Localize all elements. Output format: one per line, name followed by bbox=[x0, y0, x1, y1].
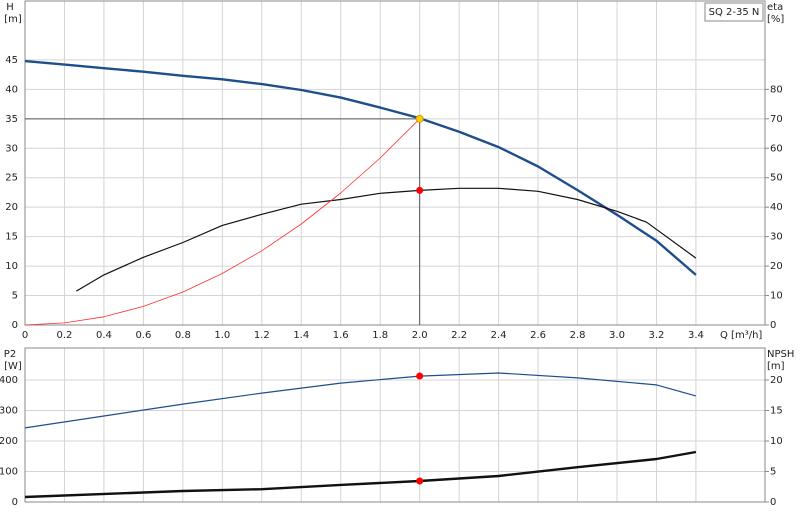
y2-axis-label: NPSH bbox=[767, 349, 794, 360]
x-tick-label: 0.4 bbox=[96, 330, 112, 341]
x-tick-label: 2.4 bbox=[491, 330, 507, 341]
title-box bbox=[704, 2, 764, 22]
x-tick-label: 2.0 bbox=[412, 330, 428, 341]
y-tick-label: 15 bbox=[5, 232, 18, 243]
y-tick-label: 300 bbox=[0, 406, 18, 417]
curve bbox=[24, 59, 697, 276]
curve bbox=[24, 118, 420, 326]
duty-point bbox=[416, 372, 424, 380]
y2-tick-label: 20 bbox=[770, 261, 783, 272]
y-tick-label: 400 bbox=[0, 375, 18, 386]
plot-frame bbox=[24, 0, 766, 326]
x-tick-label: 3.4 bbox=[688, 330, 704, 341]
y2-tick-label: 70 bbox=[770, 114, 783, 125]
x-tick-label: 2.8 bbox=[570, 330, 586, 341]
y-tick-label: 30 bbox=[5, 143, 18, 154]
y-axis-unit: [m] bbox=[4, 14, 22, 25]
y2-tick-label: 40 bbox=[770, 202, 783, 213]
y-tick-label: 100 bbox=[0, 467, 18, 478]
y-axis-label: H bbox=[6, 2, 14, 13]
duty-point bbox=[416, 186, 424, 194]
y2-axis-label: eta bbox=[767, 2, 783, 13]
x-axis-label: Q [m³/h] bbox=[720, 330, 762, 341]
duty-point bbox=[416, 477, 424, 485]
y2-tick-label: 50 bbox=[770, 173, 783, 184]
y-tick-label: 5 bbox=[12, 291, 18, 302]
curve bbox=[24, 372, 697, 429]
y2-tick-label: 10 bbox=[770, 436, 783, 447]
y2-axis-unit: [m] bbox=[767, 361, 785, 372]
y2-axis-unit: [%] bbox=[767, 14, 784, 25]
duty-point bbox=[415, 114, 424, 123]
y-tick-label: 45 bbox=[5, 55, 18, 66]
plot-frame bbox=[24, 347, 766, 503]
y-tick-label: 25 bbox=[5, 173, 18, 184]
curve bbox=[24, 450, 697, 499]
x-tick-label: 3.0 bbox=[609, 330, 625, 341]
x-tick-label: 1.8 bbox=[372, 330, 388, 341]
y-tick-label: 20 bbox=[5, 202, 18, 213]
x-tick-label: 2.6 bbox=[530, 330, 546, 341]
x-tick-label: 0.8 bbox=[175, 330, 191, 341]
y-tick-label: 0 bbox=[12, 497, 18, 508]
x-tick-label: 2.2 bbox=[451, 330, 467, 341]
y-axis-unit: [W] bbox=[4, 361, 22, 372]
y-tick-label: 0 bbox=[12, 320, 18, 331]
x-tick-label: 0.2 bbox=[57, 330, 73, 341]
curve bbox=[75, 187, 697, 292]
y-tick-label: 10 bbox=[5, 261, 18, 272]
x-tick-label: 1.6 bbox=[333, 330, 349, 341]
x-tick-label: 1.2 bbox=[254, 330, 270, 341]
x-tick-label: 1.0 bbox=[214, 330, 230, 341]
y2-tick-label: 0 bbox=[770, 320, 776, 331]
x-tick-label: 3.2 bbox=[649, 330, 665, 341]
x-tick-label: 0 bbox=[22, 330, 28, 341]
y2-tick-label: 20 bbox=[770, 375, 783, 386]
y-tick-label: 40 bbox=[5, 84, 18, 95]
x-tick-label: 1.4 bbox=[293, 330, 309, 341]
y2-tick-label: 60 bbox=[770, 143, 783, 154]
y2-tick-label: 15 bbox=[770, 406, 783, 417]
y2-tick-label: 30 bbox=[770, 232, 783, 243]
y2-tick-label: 80 bbox=[770, 84, 783, 95]
y2-tick-label: 5 bbox=[770, 467, 776, 478]
y2-tick-label: 0 bbox=[770, 497, 776, 508]
y-tick-label: 35 bbox=[5, 114, 18, 125]
title: SQ 2-35 N bbox=[709, 7, 760, 18]
y-tick-label: 200 bbox=[0, 436, 18, 447]
y-axis-label: P2 bbox=[4, 349, 16, 360]
x-tick-label: 0.6 bbox=[135, 330, 151, 341]
y2-tick-label: 10 bbox=[770, 291, 783, 302]
